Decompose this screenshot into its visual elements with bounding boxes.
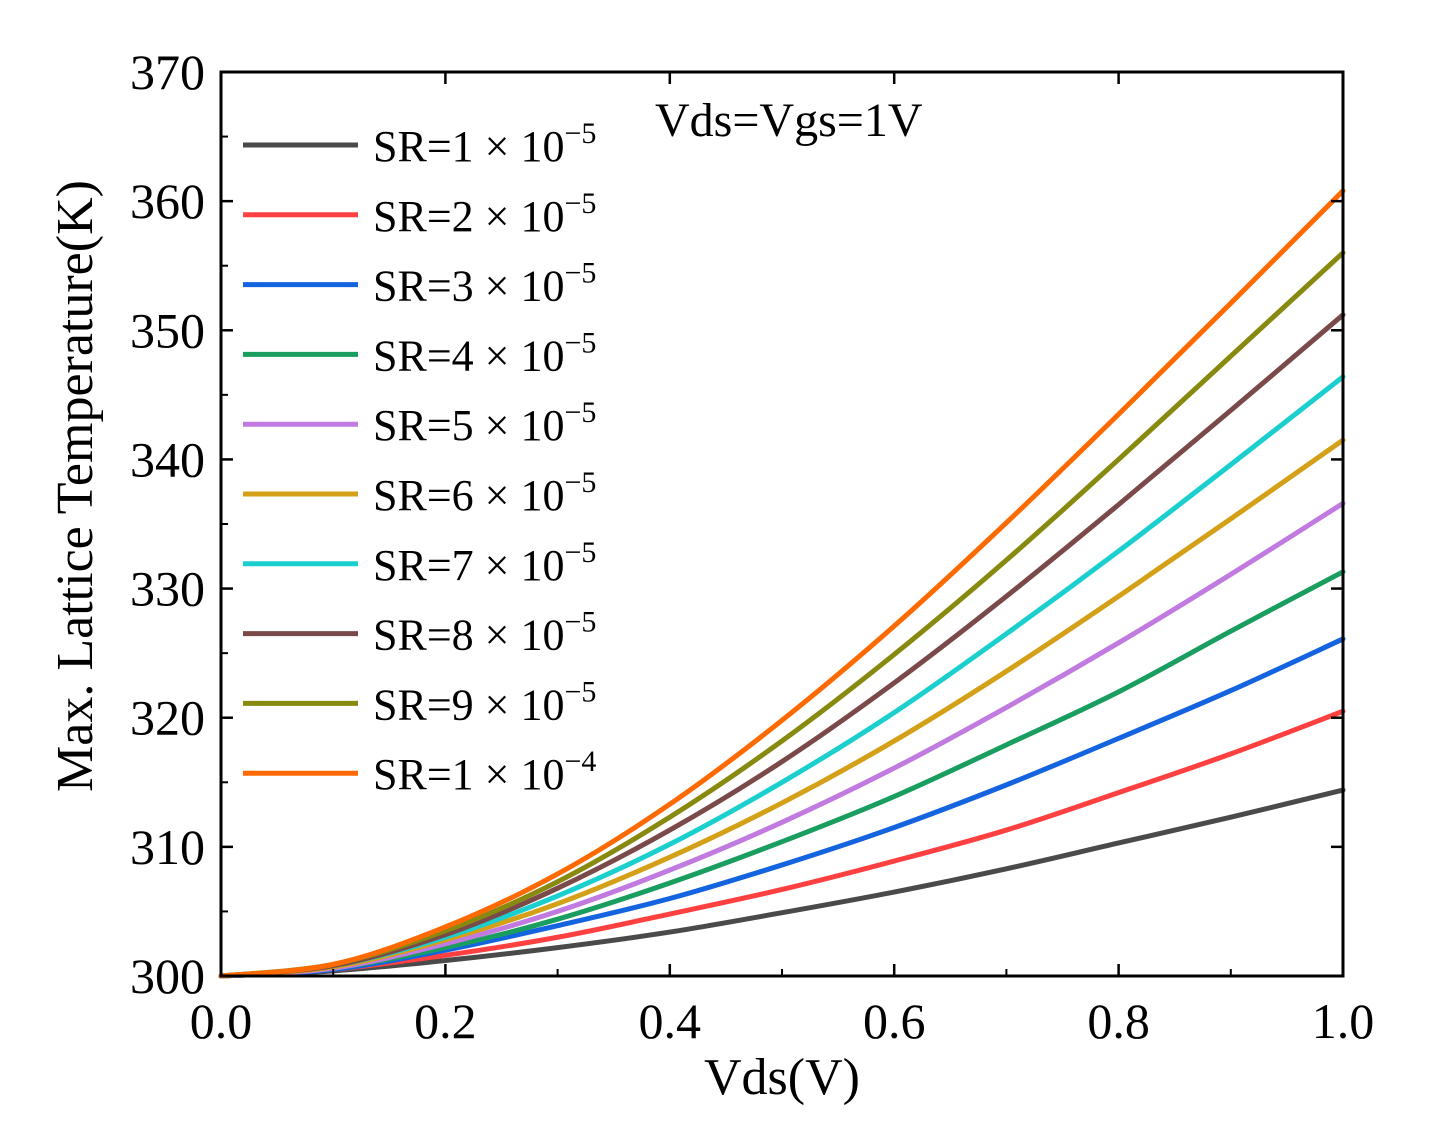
ticks-layer xyxy=(219,70,1345,978)
legend-label-exponent: −5 xyxy=(564,466,596,499)
legend-label-10: SR=1 × 10−4 xyxy=(373,745,596,799)
x-tick-label: 0.0 xyxy=(190,993,253,1049)
series-line-7 xyxy=(218,374,1346,979)
legend: SR=1 × 10−5SR=2 × 10−5SR=3 × 10−5SR=4 × … xyxy=(243,117,596,799)
legend-label-base: SR=2 × 10 xyxy=(373,192,564,241)
y-tick-label: 360 xyxy=(130,173,205,229)
series-line-10 xyxy=(218,188,1346,979)
y-tick-label: 370 xyxy=(130,44,205,100)
series-line-1 xyxy=(218,787,1346,979)
legend-label-base: SR=5 × 10 xyxy=(373,401,564,450)
legend-label-5: SR=5 × 10−5 xyxy=(373,396,596,450)
legend-label-exponent: −4 xyxy=(564,745,596,778)
legend-label-exponent: −5 xyxy=(564,187,596,220)
y-tick-label: 300 xyxy=(130,948,205,1004)
legend-label-exponent: −5 xyxy=(564,117,596,150)
x-tick-label: 0.2 xyxy=(414,993,477,1049)
legend-label-4: SR=4 × 10−5 xyxy=(373,326,596,380)
legend-label-base: SR=6 × 10 xyxy=(373,471,564,520)
legend-label-exponent: −5 xyxy=(564,536,596,569)
y-tick-label: 340 xyxy=(130,431,205,487)
series-line-4 xyxy=(218,569,1346,979)
legend-label-7: SR=7 × 10−5 xyxy=(373,536,596,590)
x-axis-title: Vds(V) xyxy=(704,1049,860,1106)
legend-label-base: SR=7 × 10 xyxy=(373,541,564,590)
labels-layer: 0.0 0.2 0.4 0.6 0.8 1.0 300 310 320 330 340 350 360 3… xyxy=(130,44,1374,1049)
y-tick-label: 350 xyxy=(130,302,205,358)
series-line-5 xyxy=(218,500,1346,979)
y-tick-label: 330 xyxy=(130,561,205,617)
legend-label-base: SR=8 × 10 xyxy=(373,611,564,660)
y-axis-title: Max. Lattice Temperature(K) xyxy=(47,180,104,792)
x-tick-label: 1.0 xyxy=(1312,993,1375,1049)
legend-label-6: SR=6 × 10−5 xyxy=(373,466,596,520)
legend-label-base: SR=9 × 10 xyxy=(373,680,564,729)
x-tick-label: 0.4 xyxy=(639,993,702,1049)
x-tick-label: 0.8 xyxy=(1087,993,1150,1049)
x-tick-label: 0.6 xyxy=(863,993,926,1049)
y-tick-label: 320 xyxy=(130,690,205,746)
annotation-text: Vds=Vgs=1V xyxy=(655,94,923,147)
series-line-9 xyxy=(218,250,1346,979)
legend-label-base: SR=4 × 10 xyxy=(373,331,564,380)
legend-label-exponent: −5 xyxy=(564,326,596,359)
legend-label-2: SR=2 × 10−5 xyxy=(373,187,596,241)
legend-label-exponent: −5 xyxy=(564,396,596,429)
legend-label-exponent: −5 xyxy=(564,257,596,290)
series-line-8 xyxy=(218,312,1346,979)
legend-label-base: SR=3 × 10 xyxy=(373,262,564,311)
legend-label-3: SR=3 × 10−5 xyxy=(373,257,596,311)
legend-label-1: SR=1 × 10−5 xyxy=(373,117,596,171)
legend-label-exponent: −5 xyxy=(564,606,596,639)
y-tick-label: 310 xyxy=(130,819,205,875)
legend-label-8: SR=8 × 10−5 xyxy=(373,606,596,660)
legend-label-exponent: −5 xyxy=(564,675,596,708)
legend-label-base: SR=1 × 10 xyxy=(373,750,564,799)
legend-label-base: SR=1 × 10 xyxy=(373,122,564,171)
series-layer xyxy=(218,188,1346,979)
legend-label-9: SR=9 × 10−5 xyxy=(373,675,596,729)
series-line-2 xyxy=(218,708,1346,979)
